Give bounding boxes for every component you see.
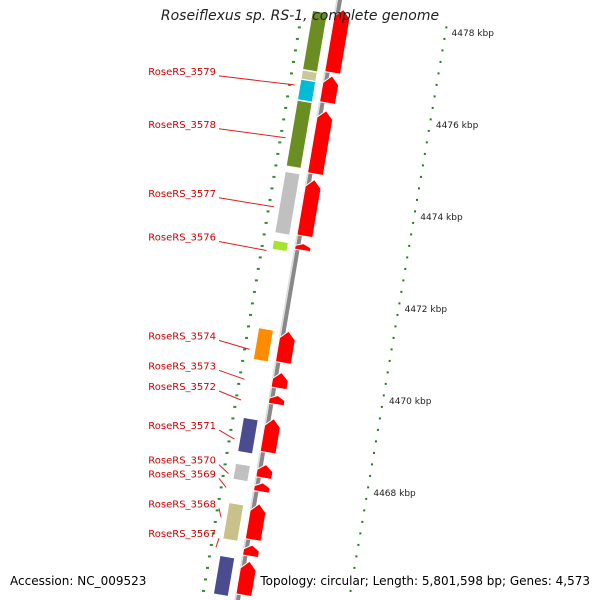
cog-track — [212, 9, 328, 598]
gene-leader-line — [218, 429, 235, 440]
gene-leader-line — [218, 128, 286, 139]
cds-arrow — [324, 8, 351, 75]
gene-leader-line — [218, 369, 245, 380]
gene-label: RoseRS_3578 — [148, 120, 216, 131]
gene-leader-line — [218, 478, 227, 488]
gene-label: RoseRS_3568 — [148, 499, 216, 510]
gene-leader-line — [218, 339, 250, 350]
gene-leader-line — [218, 390, 242, 401]
cds-arrow — [319, 75, 340, 106]
gene-leader-line — [218, 75, 295, 86]
gene-leader-line — [218, 464, 229, 474]
cog-feature-block — [274, 170, 301, 236]
ruler-label: 4476 kbp — [436, 121, 479, 131]
gene-label: RoseRS_3577 — [148, 189, 216, 200]
gene-leader-line — [218, 197, 274, 208]
gene-label: RoseRS_3579 — [148, 67, 216, 78]
gene-label: RoseRS_3569 — [148, 469, 216, 480]
cds-arrow — [267, 394, 286, 407]
gene-leader-line — [218, 241, 267, 251]
gene-label: RoseRS_3573 — [148, 361, 216, 372]
gene-leader-line — [218, 508, 222, 518]
cds-arrow — [241, 544, 260, 559]
gene-label: RoseRS_3572 — [148, 382, 216, 393]
ruler-label: 4472 kbp — [405, 305, 448, 315]
cds-arrow — [306, 109, 334, 177]
gene-label: RoseRS_3576 — [148, 233, 216, 244]
gene-leader-line — [215, 538, 220, 548]
ruler-labels: 4478 kbp 4476 kbp 4474 kbp 4472 kbp 4470 kbp… — [373, 29, 494, 499]
cds-arrow — [274, 330, 296, 365]
cog-feature-block — [271, 239, 289, 253]
cog-feature-block — [237, 416, 259, 455]
map-title: Roseiflexus sp. RS-1, complete genome — [160, 8, 440, 24]
cds-arrow — [270, 371, 289, 391]
ruler-label: 4468 kbp — [373, 489, 416, 499]
gene-label: RoseRS_3571 — [148, 421, 216, 432]
accession-text: Accession: NC_009523 — [8, 574, 149, 588]
cog-feature-block — [232, 462, 252, 483]
cog-feature-block — [212, 554, 236, 598]
cog-feature-block — [222, 501, 245, 542]
ruler-ticks — [202, 26, 448, 592]
gene-labels: RoseRS_3579 RoseRS_3578 RoseRS_3577 RoseRS_… — [148, 67, 216, 540]
ruler-label: 4474 kbp — [420, 213, 463, 223]
cog-feature-block — [296, 78, 317, 103]
cds-track — [235, 8, 351, 598]
gene-label: RoseRS_3567 — [148, 529, 216, 540]
label-leaders — [215, 75, 295, 548]
cds-arrow — [296, 178, 322, 239]
gene-label: RoseRS_3574 — [148, 331, 216, 342]
cds-arrow — [293, 243, 312, 253]
cog-feature-block — [252, 327, 275, 363]
cds-arrow — [255, 463, 274, 481]
gene-label: RoseRS_3570 — [148, 456, 216, 467]
ruler-label: 4470 kbp — [389, 397, 432, 407]
cds-arrow — [259, 417, 281, 455]
ruler-label: 4478 kbp — [452, 29, 495, 39]
cds-arrow — [252, 482, 271, 494]
cog-feature-block — [285, 99, 313, 170]
cds-arrow — [235, 560, 257, 598]
cds-arrow — [244, 503, 267, 542]
genome-summary: Topology: circular; Length: 5,801,598 bp… — [258, 574, 592, 588]
